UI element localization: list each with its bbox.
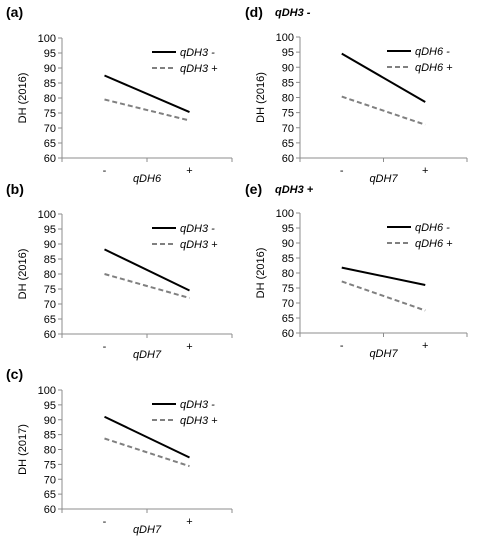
panel-c-x-tick-label: + xyxy=(186,516,192,528)
panel-e-label: (e) xyxy=(245,181,262,197)
panel-a: (a) 60 65 70 75 80 85 90 95 100 - + DH (2016) qDH6 qDH… xyxy=(6,4,233,185)
panel-e-y-tick-label: 90 xyxy=(282,238,294,250)
panel-d-y-tick-label: 100 xyxy=(276,32,294,44)
panel-e-x-tick-label: + xyxy=(422,340,428,352)
panel-d-y-tick-label: 70 xyxy=(282,123,294,135)
panel-a-y-tick-label: 85 xyxy=(44,78,56,90)
panel-d-y-tick-label: 80 xyxy=(282,93,294,105)
panel-a-y-tick-label: 75 xyxy=(44,108,56,120)
panel-a-y-tick-label: 95 xyxy=(44,48,56,60)
panel-b-y-tick-label: 75 xyxy=(44,284,56,296)
panel-c-y-tick-label: 80 xyxy=(44,445,56,457)
panel-a-y-tick-label: 70 xyxy=(44,123,56,135)
panel-d-y-tick-label: 60 xyxy=(282,153,294,165)
panel-c-y-axis-title: DH (2017) xyxy=(17,424,29,475)
panel-e-x-axis-title: qDH7 xyxy=(369,348,398,360)
panel-b-x-axis-title: qDH7 xyxy=(133,349,162,361)
panel-e: (e) qDH3 + 60 65 70 75 80 85 90 95 100 - + DH (2016) q… xyxy=(245,181,468,360)
panel-d-label: (d) xyxy=(245,4,263,20)
panel-c-legend-label-2: qDH3 + xyxy=(180,415,218,427)
panel-a-y-tick-label: 100 xyxy=(38,33,56,45)
panel-a-x-axis-title: qDH6 xyxy=(133,173,162,185)
panel-d-x-axis-title: qDH7 xyxy=(369,173,398,185)
panel-a-y-tick-label: 60 xyxy=(44,153,56,165)
panel-c-y-tick-label: 95 xyxy=(44,400,56,412)
panel-b-y-tick-label: 65 xyxy=(44,314,56,326)
panel-c-label: (c) xyxy=(6,366,23,382)
panel-e-y-tick-label: 75 xyxy=(282,283,294,295)
panel-b-series-2-line xyxy=(104,273,190,299)
panel-a-series-2-line xyxy=(104,98,190,122)
panel-a-x-tick-label: + xyxy=(186,165,192,177)
panel-d-y-tick-label: 90 xyxy=(282,62,294,74)
panel-b: (b) 60 65 70 75 80 85 90 95 100 - + DH (2016) qDH7 qDH… xyxy=(6,181,233,361)
panel-c-y-tick-label: 60 xyxy=(44,504,56,516)
panel-e-series-1-line xyxy=(341,266,426,286)
panel-b-legend-label-2: qDH3 + xyxy=(180,239,218,251)
panel-d-y-tick-label: 95 xyxy=(282,47,294,59)
panel-d: (d) qDH3 - 60 65 70 75 80 85 90 95 100 - + DH (2016) q… xyxy=(245,4,468,185)
panel-a-legend-label-2: qDH3 + xyxy=(180,63,218,75)
panel-c-series-1-line xyxy=(104,415,190,459)
panel-b-legend-label-1: qDH3 - xyxy=(180,223,215,235)
panel-d-x-tick-label: - xyxy=(340,165,344,177)
panel-d-series-1-line xyxy=(341,52,426,103)
panel-c-y-tick-label: 100 xyxy=(38,385,56,397)
panel-d-y-tick-label: 65 xyxy=(282,138,294,150)
panel-d-subtitle: qDH3 - xyxy=(275,7,311,19)
panel-d-y-tick-label: 75 xyxy=(282,108,294,120)
panel-e-subtitle: qDH3 + xyxy=(275,184,314,196)
panel-e-y-tick-label: 60 xyxy=(282,328,294,340)
panel-b-y-tick-label: 70 xyxy=(44,299,56,311)
panel-d-series-2-line xyxy=(341,95,426,126)
panel-c: (c) 60 65 70 75 80 85 90 95 100 - + DH (2017) qDH7 qDH… xyxy=(6,366,233,536)
panel-a-x-tick-label: - xyxy=(103,165,107,177)
panel-b-series-1-line xyxy=(104,248,190,292)
panel-c-legend-label-1: qDH3 - xyxy=(180,399,215,411)
panel-d-y-tick-label: 85 xyxy=(282,77,294,89)
panel-b-x-tick-label: + xyxy=(186,341,192,353)
panel-e-y-tick-label: 100 xyxy=(276,208,294,220)
panel-c-x-tick-label: - xyxy=(103,516,107,528)
panel-b-label: (b) xyxy=(6,181,24,197)
panel-b-y-tick-label: 95 xyxy=(44,224,56,236)
panel-b-y-tick-label: 60 xyxy=(44,329,56,341)
panel-d-x-tick-label: + xyxy=(422,165,428,177)
panel-e-legend-label-2: qDH6 + xyxy=(415,238,453,250)
panel-a-y-tick-label: 90 xyxy=(44,63,56,75)
panel-d-y-axis-title: DH (2016) xyxy=(255,72,267,123)
panel-e-y-tick-label: 65 xyxy=(282,313,294,325)
panel-b-y-tick-label: 80 xyxy=(44,269,56,281)
panel-d-legend-label-1: qDH6 - xyxy=(415,46,450,58)
panel-c-y-tick-label: 90 xyxy=(44,415,56,427)
panel-c-y-tick-label: 85 xyxy=(44,430,56,442)
panel-a-legend-label-1: qDH3 - xyxy=(180,47,215,59)
panel-e-y-tick-label: 95 xyxy=(282,223,294,235)
panel-b-y-tick-label: 100 xyxy=(38,209,56,221)
panel-a-y-axis-title: DH (2016) xyxy=(17,73,29,124)
panel-c-x-axis-title: qDH7 xyxy=(133,524,162,536)
panel-b-x-tick-label: - xyxy=(103,341,107,353)
panel-e-y-axis-title: DH (2016) xyxy=(255,248,267,299)
panel-c-series-2-line xyxy=(104,437,190,468)
panel-a-series-1-line xyxy=(104,74,190,114)
panel-b-y-tick-label: 90 xyxy=(44,239,56,251)
panel-e-legend-label-1: qDH6 - xyxy=(415,222,450,234)
panel-c-y-tick-label: 70 xyxy=(44,474,56,486)
panel-d-legend-label-2: qDH6 + xyxy=(415,62,453,74)
panel-e-series-2-line xyxy=(341,280,426,312)
panel-a-y-tick-label: 65 xyxy=(44,138,56,150)
panel-e-y-tick-label: 80 xyxy=(282,268,294,280)
panel-e-x-tick-label: - xyxy=(340,340,344,352)
panel-a-y-tick-label: 80 xyxy=(44,93,56,105)
panel-c-y-tick-label: 75 xyxy=(44,459,56,471)
panel-e-y-tick-label: 70 xyxy=(282,298,294,310)
panel-b-y-tick-label: 85 xyxy=(44,254,56,266)
panel-c-y-tick-label: 65 xyxy=(44,489,56,501)
panel-b-y-axis-title: DH (2016) xyxy=(17,249,29,300)
panel-e-y-tick-label: 85 xyxy=(282,253,294,265)
panel-a-label: (a) xyxy=(6,4,23,20)
